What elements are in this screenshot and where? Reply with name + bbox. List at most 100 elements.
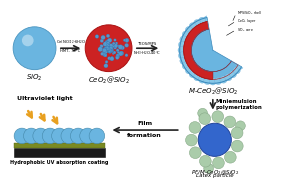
Circle shape	[105, 44, 110, 49]
Circle shape	[125, 38, 129, 43]
Text: Miniemulsion: Miniemulsion	[216, 99, 257, 104]
Circle shape	[105, 47, 107, 50]
Circle shape	[224, 151, 236, 163]
Circle shape	[229, 70, 237, 78]
Text: NH$_3$$\cdot$H$_2$O,40°C: NH$_3$$\cdot$H$_2$O,40°C	[133, 49, 162, 57]
Text: SiO$_2$ core: SiO$_2$ core	[237, 26, 254, 33]
Circle shape	[220, 17, 227, 25]
Circle shape	[108, 50, 110, 53]
Circle shape	[70, 128, 86, 144]
Circle shape	[209, 15, 217, 23]
Circle shape	[105, 50, 108, 53]
Circle shape	[180, 17, 246, 83]
Circle shape	[23, 128, 39, 144]
Circle shape	[114, 47, 116, 49]
Circle shape	[238, 36, 246, 43]
Circle shape	[125, 54, 128, 57]
Circle shape	[80, 128, 95, 144]
Circle shape	[225, 19, 232, 27]
Circle shape	[113, 45, 115, 48]
Circle shape	[117, 51, 119, 53]
Circle shape	[42, 128, 58, 144]
Circle shape	[103, 47, 107, 51]
Circle shape	[240, 46, 248, 54]
Circle shape	[103, 43, 106, 46]
Circle shape	[107, 47, 110, 49]
Circle shape	[108, 57, 111, 60]
Circle shape	[112, 53, 114, 55]
Circle shape	[103, 42, 107, 46]
Circle shape	[103, 53, 107, 57]
Text: HMT, 75°C: HMT, 75°C	[60, 49, 81, 53]
Circle shape	[123, 39, 126, 41]
Circle shape	[112, 42, 115, 45]
Text: MPS/SiO$_2$ shell: MPS/SiO$_2$ shell	[237, 9, 263, 17]
Circle shape	[107, 38, 112, 43]
Circle shape	[209, 78, 217, 85]
Circle shape	[13, 27, 56, 70]
Circle shape	[104, 64, 108, 68]
Circle shape	[105, 40, 108, 43]
Circle shape	[52, 128, 67, 144]
Circle shape	[200, 155, 211, 167]
Circle shape	[229, 23, 237, 30]
Circle shape	[225, 74, 232, 81]
Circle shape	[238, 57, 246, 64]
Text: Ce(NO$_3$)$_2$$\cdot$6H$_2$O: Ce(NO$_3$)$_2$$\cdot$6H$_2$O	[56, 39, 86, 46]
Circle shape	[105, 41, 108, 45]
Circle shape	[106, 48, 109, 51]
Circle shape	[191, 29, 234, 72]
Text: TEOS/MPS: TEOS/MPS	[138, 42, 157, 46]
Circle shape	[179, 41, 186, 48]
Circle shape	[107, 46, 110, 49]
Circle shape	[114, 39, 116, 41]
Circle shape	[106, 34, 110, 38]
Text: Hydrophobic UV absorption coating: Hydrophobic UV absorption coating	[10, 160, 109, 165]
Circle shape	[193, 19, 201, 27]
Circle shape	[118, 45, 123, 50]
Circle shape	[199, 76, 206, 83]
Circle shape	[22, 35, 34, 46]
Circle shape	[100, 44, 103, 48]
Circle shape	[189, 23, 197, 30]
Circle shape	[125, 43, 129, 47]
Circle shape	[105, 60, 108, 63]
Circle shape	[190, 147, 201, 159]
Circle shape	[102, 48, 107, 52]
Circle shape	[14, 128, 30, 144]
Circle shape	[204, 77, 211, 84]
Circle shape	[107, 42, 110, 45]
Circle shape	[110, 57, 114, 61]
Circle shape	[106, 46, 109, 49]
Circle shape	[180, 57, 187, 64]
Circle shape	[106, 46, 111, 51]
Circle shape	[240, 41, 247, 48]
Bar	[14, 143, 105, 148]
Circle shape	[204, 163, 213, 173]
Text: Ultraviolet light: Ultraviolet light	[17, 96, 73, 101]
Circle shape	[106, 47, 110, 50]
Circle shape	[193, 74, 201, 81]
Circle shape	[109, 49, 114, 53]
Circle shape	[189, 122, 201, 133]
Circle shape	[109, 49, 112, 52]
Circle shape	[101, 52, 104, 56]
Circle shape	[105, 50, 108, 53]
Circle shape	[85, 25, 132, 72]
Circle shape	[107, 43, 109, 45]
Text: PF/M-CeO$_2$@SiO$_2$: PF/M-CeO$_2$@SiO$_2$	[191, 168, 239, 177]
Circle shape	[104, 46, 109, 51]
Circle shape	[116, 56, 119, 60]
Text: CeO$_2$@SiO$_2$: CeO$_2$@SiO$_2$	[88, 74, 129, 86]
Circle shape	[240, 52, 247, 59]
Circle shape	[117, 45, 119, 47]
Circle shape	[233, 26, 241, 34]
Circle shape	[108, 49, 111, 51]
Circle shape	[235, 121, 245, 131]
Circle shape	[109, 43, 113, 48]
Circle shape	[95, 35, 99, 38]
Circle shape	[98, 47, 103, 52]
Circle shape	[213, 157, 224, 169]
Circle shape	[119, 51, 124, 56]
Circle shape	[232, 140, 243, 152]
